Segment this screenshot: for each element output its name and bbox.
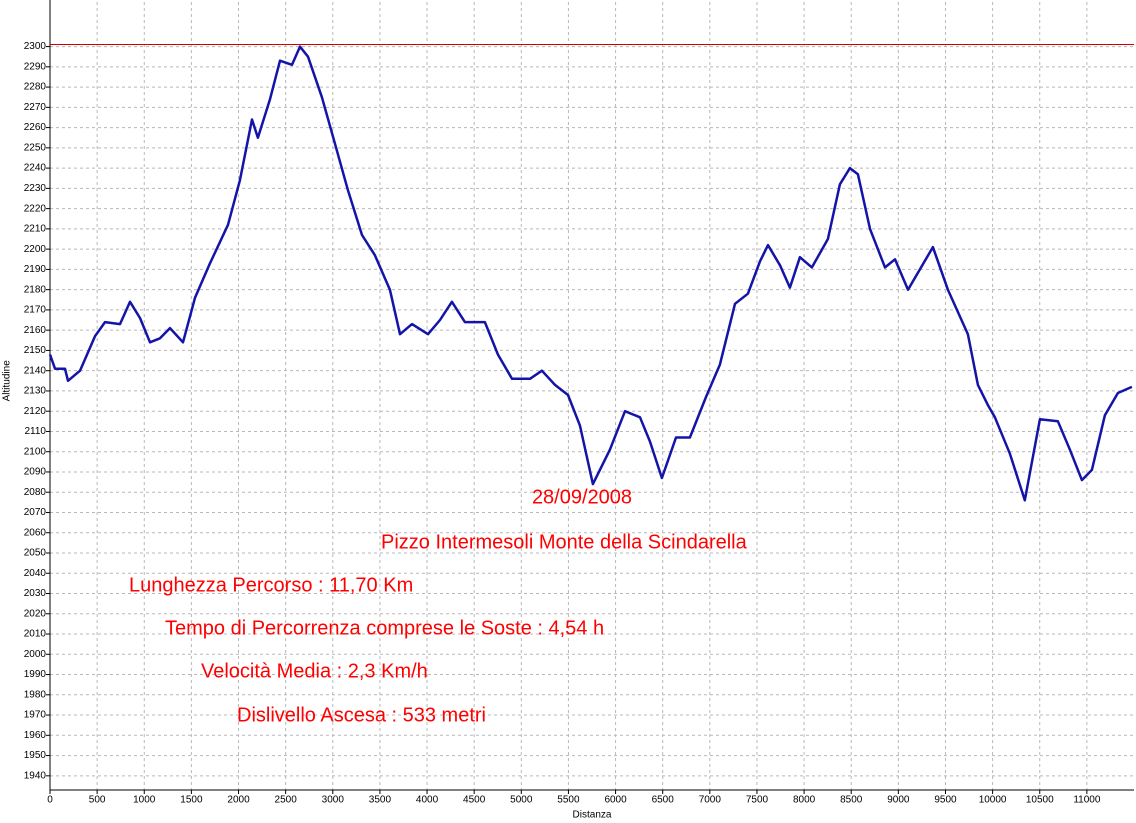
annotation: Pizzo Intermesoli Monte della Scindarell… [381, 531, 748, 553]
y-tick-label: 2000 [24, 649, 47, 660]
x-tick-label: 6000 [604, 795, 627, 806]
y-tick-label: 2040 [24, 568, 47, 579]
y-tick-label: 2090 [24, 467, 47, 478]
y-tick-label: 2010 [24, 629, 47, 640]
annotation: Dislivello Ascesa : 533 metri [237, 704, 486, 726]
x-tick-label: 4500 [463, 795, 486, 806]
y-tick-label: 1960 [24, 730, 47, 741]
y-tick-label: 2160 [24, 325, 47, 336]
x-tick-label: 0 [47, 795, 53, 806]
x-tick-label: 11000 [1073, 795, 1101, 806]
elevation-line [48, 45, 1133, 502]
x-tick-label: 8500 [840, 795, 863, 806]
annotation: Velocità Media : 2,3 Km/h [201, 660, 428, 682]
y-tick-label: 2270 [24, 102, 47, 113]
x-tick-label: 4000 [416, 795, 439, 806]
y-tick-label: 2210 [24, 224, 47, 235]
x-tick-label: 3000 [322, 795, 345, 806]
x-tick-label: 7500 [746, 795, 769, 806]
x-tick-label: 1500 [180, 795, 203, 806]
x-tick-label: 5500 [557, 795, 580, 806]
y-tick-label: 2290 [24, 61, 47, 72]
y-tick-label: 2260 [24, 122, 47, 133]
y-tick-label: 2180 [24, 284, 47, 295]
y-tick-label: 2130 [24, 386, 47, 397]
x-tick-label: 3500 [369, 795, 392, 806]
x-tick-label: 5000 [510, 795, 533, 806]
y-tick-label: 2240 [24, 163, 47, 174]
y-tick-label: 2230 [24, 183, 47, 194]
x-tick-label: 1000 [133, 795, 156, 806]
y-axis-label: Altitudine [2, 360, 13, 402]
y-tick-label: 2250 [24, 142, 47, 153]
y-tick-label: 2080 [24, 487, 47, 498]
x-tick-label: 2500 [275, 795, 298, 806]
y-tick-label: 2280 [24, 82, 47, 93]
y-tick-label: 2100 [24, 446, 47, 457]
y-tick-label: 2170 [24, 305, 47, 316]
y-tick-label: 2200 [24, 244, 47, 255]
y-tick-label: 2300 [24, 41, 47, 52]
y-tick-label: 1950 [24, 750, 47, 761]
x-tick-label: 2000 [227, 795, 250, 806]
y-tick-label: 2110 [24, 426, 46, 437]
y-tick-label: 1940 [24, 770, 47, 781]
y-tick-label: 2190 [24, 264, 47, 275]
y-tick-label: 2150 [24, 345, 47, 356]
x-tick-label: 10000 [979, 795, 1007, 806]
y-tick-label: 2050 [24, 548, 47, 559]
x-tick-label: 9000 [887, 795, 910, 806]
y-tick-label: 1970 [24, 710, 47, 721]
y-tick-label: 2220 [24, 203, 47, 214]
annotation: Tempo di Percorrenza comprese le Soste :… [165, 617, 604, 639]
y-tick-label: 2020 [24, 608, 47, 619]
x-tick-label: 7000 [699, 795, 722, 806]
annotation: Lunghezza Percorso : 11,70 Km [129, 574, 413, 596]
y-tick-label: 2060 [24, 527, 47, 538]
x-tick-label: 9500 [934, 795, 957, 806]
annotation: 28/09/2008 [532, 486, 632, 508]
y-tick-label: 2070 [24, 507, 47, 518]
x-tick-label: 500 [89, 795, 106, 806]
y-tick-label: 1980 [24, 689, 47, 700]
x-tick-label: 6500 [652, 795, 675, 806]
y-tick-label: 2030 [24, 588, 47, 599]
y-tick-label: 2120 [24, 406, 47, 417]
y-tick-label: 1990 [24, 669, 47, 680]
y-tick-label: 2140 [24, 365, 47, 376]
x-tick-label: 10500 [1026, 795, 1054, 806]
x-axis-label: Distanza [573, 810, 612, 821]
x-tick-label: 8000 [793, 795, 816, 806]
